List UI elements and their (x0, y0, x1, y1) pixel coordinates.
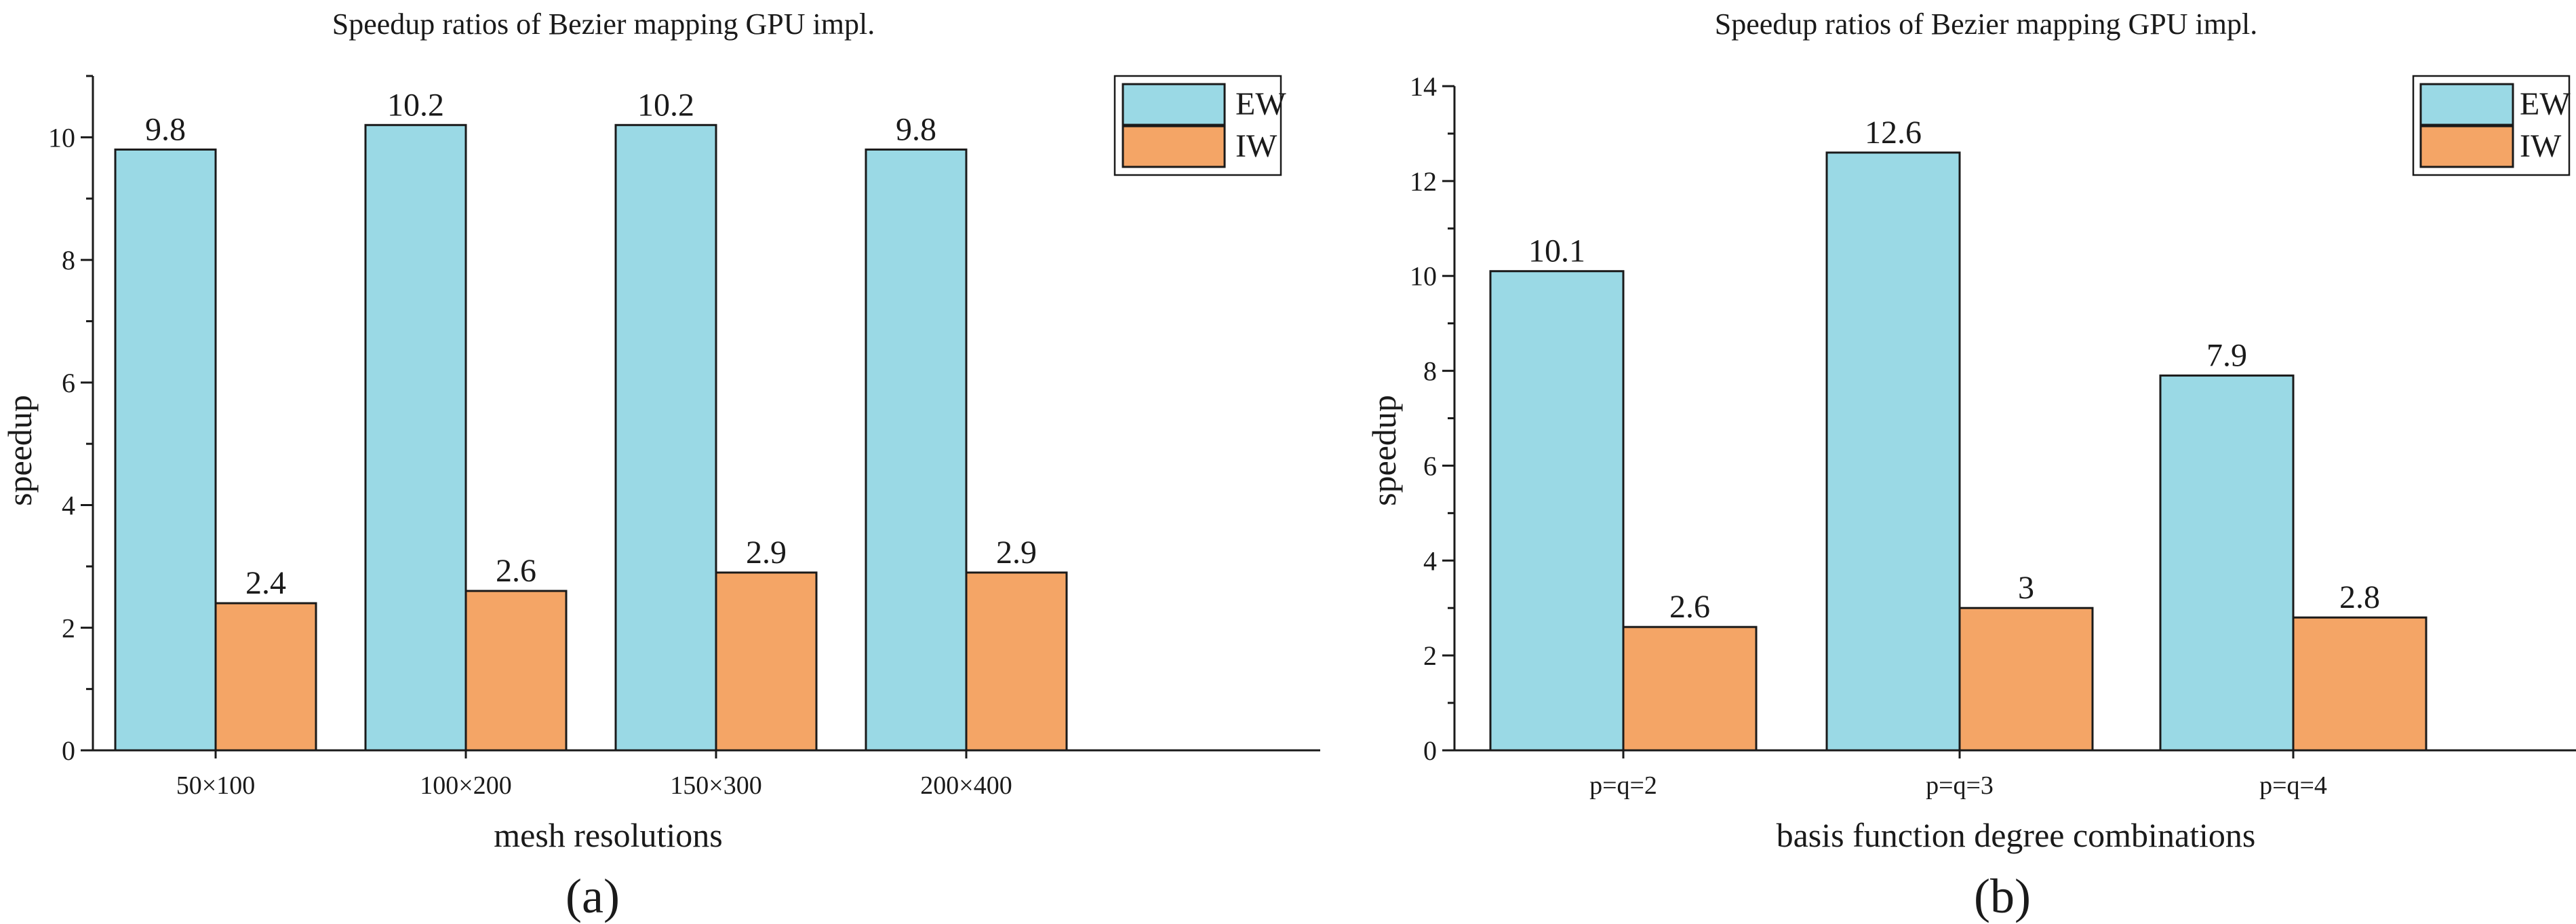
data-label-iw: 2.9 (996, 535, 1037, 571)
panel-caption-b: (b) (1974, 869, 2031, 923)
legend-label-ew-a: EW (1235, 86, 1286, 122)
data-label-ew: 10.2 (387, 87, 444, 123)
y-tick-label: 12 (1410, 166, 1437, 197)
data-label-ew: 10.1 (1528, 233, 1585, 269)
x-tick-label: p=q=2 (1589, 771, 1657, 800)
data-label-ew: 12.6 (1865, 115, 1922, 151)
bar-iw (715, 571, 818, 752)
y-axis-label-a: speedup (1, 395, 39, 506)
x-axis-label-a: mesh resolutions (494, 816, 722, 854)
data-label-ew: 10.2 (637, 87, 694, 123)
bar-iw (2292, 616, 2428, 752)
legend-swatch-ew-b (2419, 83, 2514, 126)
data-label-ew: 9.8 (896, 111, 936, 147)
y-tick-label: 2 (1423, 640, 1437, 671)
data-label-iw: 3 (2018, 570, 2034, 606)
y-tick-label: 0 (62, 735, 75, 766)
bar-iw (965, 571, 1068, 752)
axes-a: 0 2 4 6 8 10 50×100 100×200 150×300 200×400 (48, 75, 1320, 800)
legend-label-iw-a: IW (1235, 128, 1277, 164)
y-tick-label: 4 (1423, 545, 1437, 576)
chart-title-a: Speedup ratios of Bezier mapping GPU imp… (332, 7, 875, 41)
y-tick-label: 10 (48, 122, 75, 153)
y-tick-label: 8 (62, 245, 75, 275)
panel-a-chart: Speedup ratios of Bezier mapping GPU imp… (1, 7, 1320, 923)
bar-ew (1825, 151, 1961, 752)
bars-b: 10.1 2.6 12.6 3 7.9 2.8 (1489, 115, 2428, 752)
y-tick-label: 10 (1410, 261, 1437, 292)
data-label-iw: 2.9 (746, 535, 787, 571)
legend-b: EW IW (2412, 75, 2571, 176)
bar-ew (364, 123, 467, 752)
x-tick-label: 100×200 (420, 771, 511, 800)
bar-ew (2159, 374, 2295, 752)
x-tick-label: 200×400 (920, 771, 1012, 800)
x-tick-label: p=q=3 (1926, 771, 1994, 800)
data-label-iw: 2.6 (1669, 589, 1710, 625)
bar-ew (114, 148, 217, 752)
bar-iw (214, 602, 317, 752)
legend-a: EW IW (1113, 75, 1286, 176)
y-tick-label: 4 (62, 490, 75, 521)
data-label-iw: 2.4 (245, 565, 286, 601)
x-tick-label: 150×300 (670, 771, 761, 800)
legend-label-iw-b: IW (2520, 128, 2562, 164)
bars-a: 9.8 2.4 10.2 2.6 10.2 2.9 9.8 2.9 (114, 87, 1068, 752)
chart-title-b: Speedup ratios of Bezier mapping GPU imp… (1715, 7, 2257, 41)
data-label-iw: 2.8 (2339, 579, 2380, 615)
bar-iw (1622, 625, 1758, 752)
y-tick-label: 6 (62, 368, 75, 398)
y-axis-label-b: speedup (1365, 395, 1403, 506)
x-axis-label-b: basis function degree combinations (1777, 816, 2256, 854)
legend-swatch-iw-a (1122, 125, 1226, 168)
legend-label-ew-b: EW (2520, 86, 2571, 122)
data-label-ew: 7.9 (2206, 338, 2247, 374)
x-tick-label: 50×100 (176, 771, 255, 800)
data-label-ew: 9.8 (145, 111, 186, 147)
bar-ew (865, 148, 968, 752)
y-tick-label: 8 (1423, 356, 1437, 387)
panel-caption-a: (a) (566, 869, 620, 923)
bar-ew (614, 123, 717, 752)
x-tick-label: p=q=4 (2259, 771, 2327, 800)
legend-swatch-iw-b (2419, 125, 2514, 168)
panel-b-chart: Speedup ratios of Bezier mapping GPU imp… (1365, 7, 2576, 923)
bar-ew (1489, 270, 1625, 752)
bar-iw (1958, 607, 2094, 752)
legend-swatch-ew-a (1122, 83, 1226, 126)
bar-iw (464, 590, 568, 752)
y-tick-label: 2 (62, 613, 75, 643)
y-tick-label: 6 (1423, 450, 1437, 481)
y-tick-label: 0 (1423, 735, 1437, 766)
axes-b: 0 2 4 6 8 10 12 14 p=q=2 p=q=3 p=q=4 (1410, 71, 2576, 800)
y-tick-label: 14 (1410, 71, 1437, 102)
data-label-iw: 2.6 (496, 553, 536, 589)
